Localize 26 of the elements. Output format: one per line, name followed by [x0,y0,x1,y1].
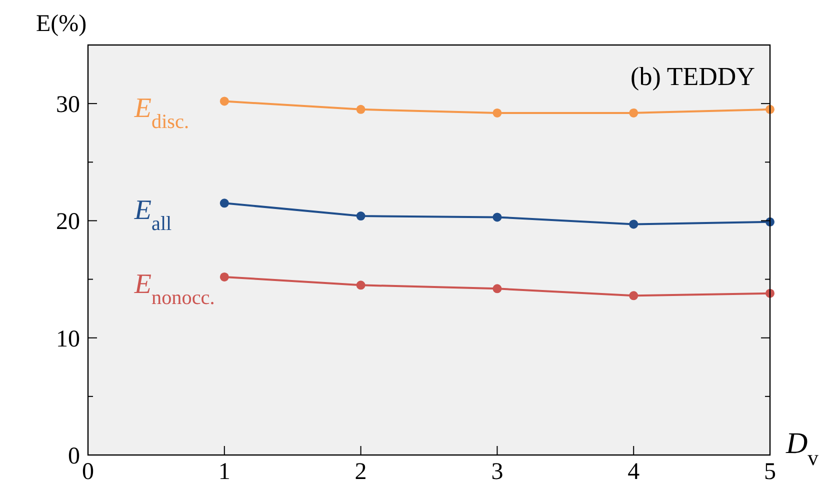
point [220,272,229,282]
x-tick-label: 1 [218,459,230,485]
y-tick-label: 10 [56,326,80,352]
point [492,108,502,118]
point [629,291,638,300]
series-label: E$_{all}$ [133,195,172,236]
x-tick-label: 4 [628,459,640,485]
point [356,104,366,114]
series-label: E$_{nonocc.}$ [133,268,215,309]
point [356,280,366,290]
x-tick-label: 5 [764,459,776,485]
annotation: (b) TEDDY [630,62,756,91]
point [220,198,229,208]
point [220,96,229,106]
y-tick-label: 20 [56,209,80,236]
x-axis-title: D$_{v}$ [785,427,819,470]
x-tick-label: 3 [491,459,504,485]
x-tick-label: 2 [354,459,367,485]
series-label: E$_{disc.}$ [133,93,190,134]
point [629,220,638,229]
point [629,108,638,118]
point [492,212,502,222]
y-tick-label: 30 [56,92,80,118]
point [356,212,366,221]
y-axis-title: E(%) [36,11,87,37]
point [492,284,502,294]
